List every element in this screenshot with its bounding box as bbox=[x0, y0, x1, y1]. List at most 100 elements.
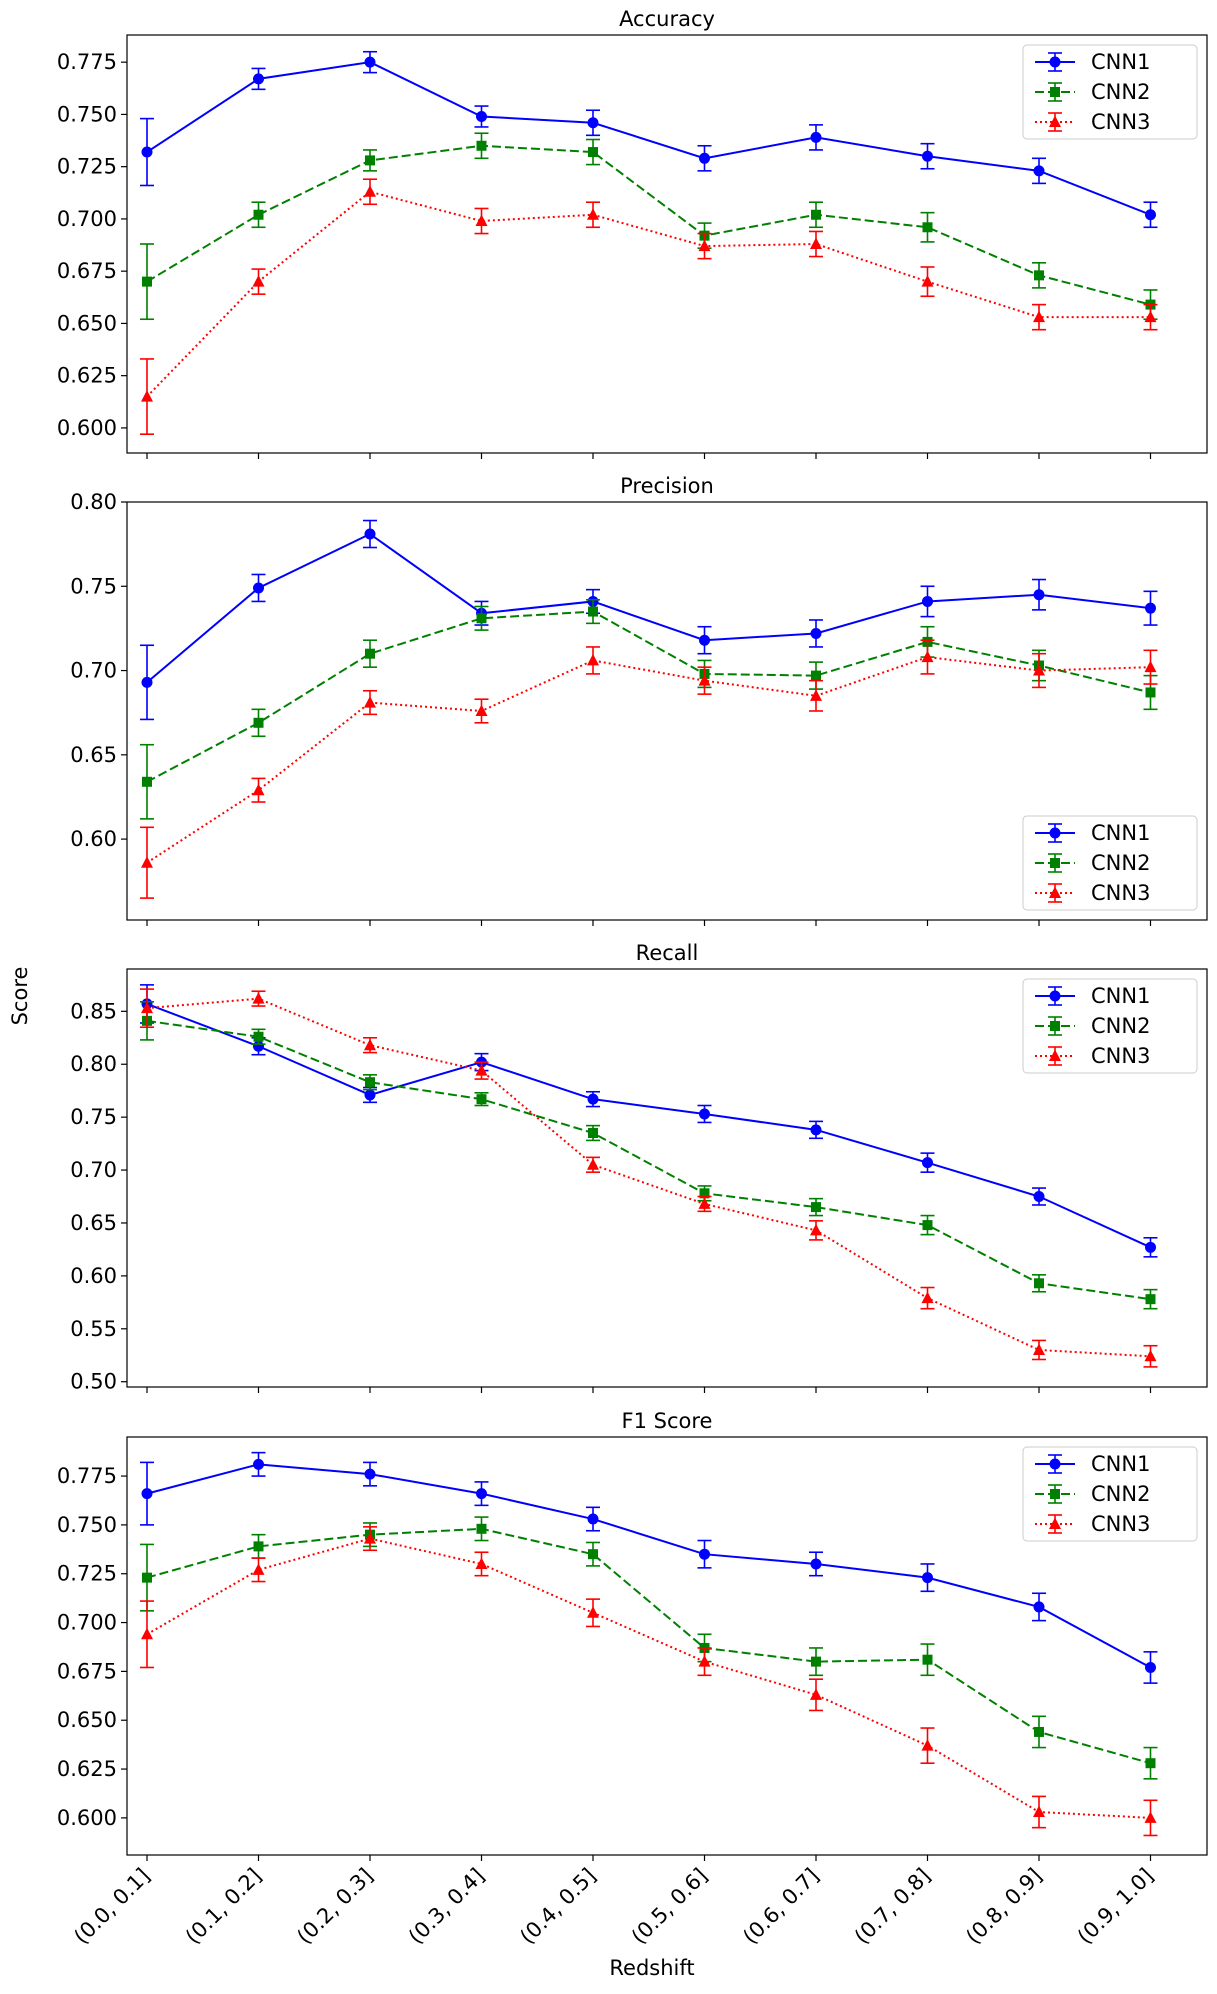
series-cnn3 bbox=[140, 639, 1158, 899]
subplot-3: Recall 0.50 0.55 0.60 0.65 0.70 0.75 0.80 0.85 CN… bbox=[70, 941, 1208, 1394]
legend-marker bbox=[1050, 1021, 1060, 1031]
y-tick-label: 0.60 bbox=[70, 1264, 117, 1288]
y-tick-label: 0.625 bbox=[57, 1757, 117, 1781]
data-point bbox=[587, 1513, 599, 1525]
data-point bbox=[253, 582, 264, 594]
data-point bbox=[810, 1688, 822, 1700]
data-point bbox=[141, 146, 153, 158]
data-point bbox=[141, 1627, 153, 1640]
legend-label: CNN1 bbox=[1091, 984, 1150, 1008]
data-point bbox=[921, 1739, 934, 1751]
data-point bbox=[922, 1220, 933, 1231]
series-line bbox=[146, 1537, 1151, 1819]
data-point bbox=[811, 1202, 821, 1213]
data-point bbox=[699, 634, 710, 646]
data-point bbox=[142, 1572, 152, 1583]
data-point bbox=[698, 1197, 711, 1209]
y-tick-label: 0.700 bbox=[57, 1611, 117, 1635]
legend-marker bbox=[1050, 87, 1060, 97]
legend-label: CNN1 bbox=[1091, 1452, 1150, 1476]
y-tick-label: 0.80 bbox=[70, 490, 117, 514]
data-point bbox=[365, 155, 375, 166]
legend-marker bbox=[1049, 115, 1061, 127]
data-point bbox=[364, 1468, 376, 1480]
y-tick-label: 0.70 bbox=[70, 659, 117, 683]
data-point bbox=[1034, 270, 1044, 281]
legend-marker bbox=[1049, 56, 1061, 68]
y-tick-label: 0.600 bbox=[57, 1806, 117, 1830]
series-cnn3 bbox=[140, 988, 1158, 1368]
y-tick-label: 0.675 bbox=[57, 1659, 117, 1683]
data-point bbox=[587, 1093, 599, 1105]
data-point bbox=[141, 856, 153, 868]
data-point bbox=[476, 1523, 487, 1534]
data-point bbox=[1033, 664, 1045, 676]
data-point bbox=[142, 776, 152, 787]
y-tick-label: 0.55 bbox=[70, 1317, 117, 1341]
series-line bbox=[146, 61, 1151, 216]
data-point bbox=[922, 595, 933, 607]
legend-label: CNN3 bbox=[1091, 881, 1150, 905]
legend-box bbox=[1022, 44, 1198, 140]
legend-label: CNN3 bbox=[1091, 1512, 1150, 1536]
series-line bbox=[146, 610, 1151, 783]
subplot-2: Precision0.600.650.700.750.80CNN1CNN2CNN… bbox=[70, 474, 1208, 926]
data-point bbox=[810, 627, 822, 639]
data-point bbox=[1033, 1805, 1045, 1818]
legend-marker bbox=[1050, 858, 1060, 868]
data-point bbox=[587, 117, 599, 129]
data-point bbox=[364, 56, 376, 68]
legend-marker bbox=[1049, 1458, 1061, 1470]
plot-frame bbox=[126, 968, 1208, 1388]
data-point bbox=[587, 1158, 599, 1170]
data-point bbox=[252, 1563, 265, 1575]
series-line bbox=[146, 1527, 1151, 1765]
data-point bbox=[922, 222, 933, 233]
data-point bbox=[364, 1038, 376, 1051]
y-tick-label: 0.65 bbox=[70, 1211, 117, 1235]
y-tick-label: 0.600 bbox=[57, 416, 117, 440]
data-point bbox=[476, 1488, 487, 1500]
data-point bbox=[364, 1532, 376, 1544]
y-tick-label: 0.75 bbox=[70, 1105, 117, 1129]
subplot-title: Accuracy bbox=[619, 7, 715, 31]
data-point bbox=[1033, 589, 1045, 601]
data-point bbox=[1144, 1349, 1157, 1362]
subplot-title: Precision bbox=[620, 474, 714, 498]
series-line bbox=[146, 144, 1151, 306]
data-point bbox=[253, 1031, 264, 1042]
data-point bbox=[475, 1064, 488, 1076]
plot-frame bbox=[126, 34, 1208, 454]
data-point bbox=[698, 239, 711, 252]
data-point bbox=[253, 73, 264, 85]
series-cnn1 bbox=[140, 1451, 1158, 1684]
data-point bbox=[810, 131, 822, 143]
data-point bbox=[1033, 1601, 1045, 1613]
legend: CNN1 CNN2 CNN3 bbox=[1022, 1446, 1198, 1542]
y-tick-label: 0.750 bbox=[57, 102, 117, 126]
data-point bbox=[1144, 660, 1157, 673]
data-point bbox=[364, 696, 376, 708]
y-tick-label: 0.70 bbox=[70, 1158, 117, 1182]
data-point bbox=[588, 1128, 598, 1139]
data-point bbox=[141, 390, 153, 402]
data-point bbox=[252, 992, 265, 1004]
data-point bbox=[922, 1654, 933, 1665]
data-point bbox=[475, 214, 488, 227]
data-point bbox=[698, 674, 711, 686]
legend-marker bbox=[1049, 1049, 1061, 1061]
data-point bbox=[811, 1656, 821, 1667]
y-tick-label: 0.775 bbox=[57, 1464, 117, 1488]
data-point bbox=[1145, 1241, 1156, 1253]
y-tick-label: 0.725 bbox=[57, 155, 117, 179]
data-point bbox=[252, 783, 265, 796]
series-cnn1 bbox=[140, 50, 1158, 229]
legend-label: CNN1 bbox=[1091, 821, 1150, 845]
y-tick-label: 0.65 bbox=[70, 743, 117, 767]
data-point bbox=[1145, 1661, 1156, 1673]
legend-marker bbox=[1049, 886, 1061, 898]
data-point bbox=[1033, 310, 1045, 323]
y-tick-label: 0.60 bbox=[70, 827, 117, 851]
